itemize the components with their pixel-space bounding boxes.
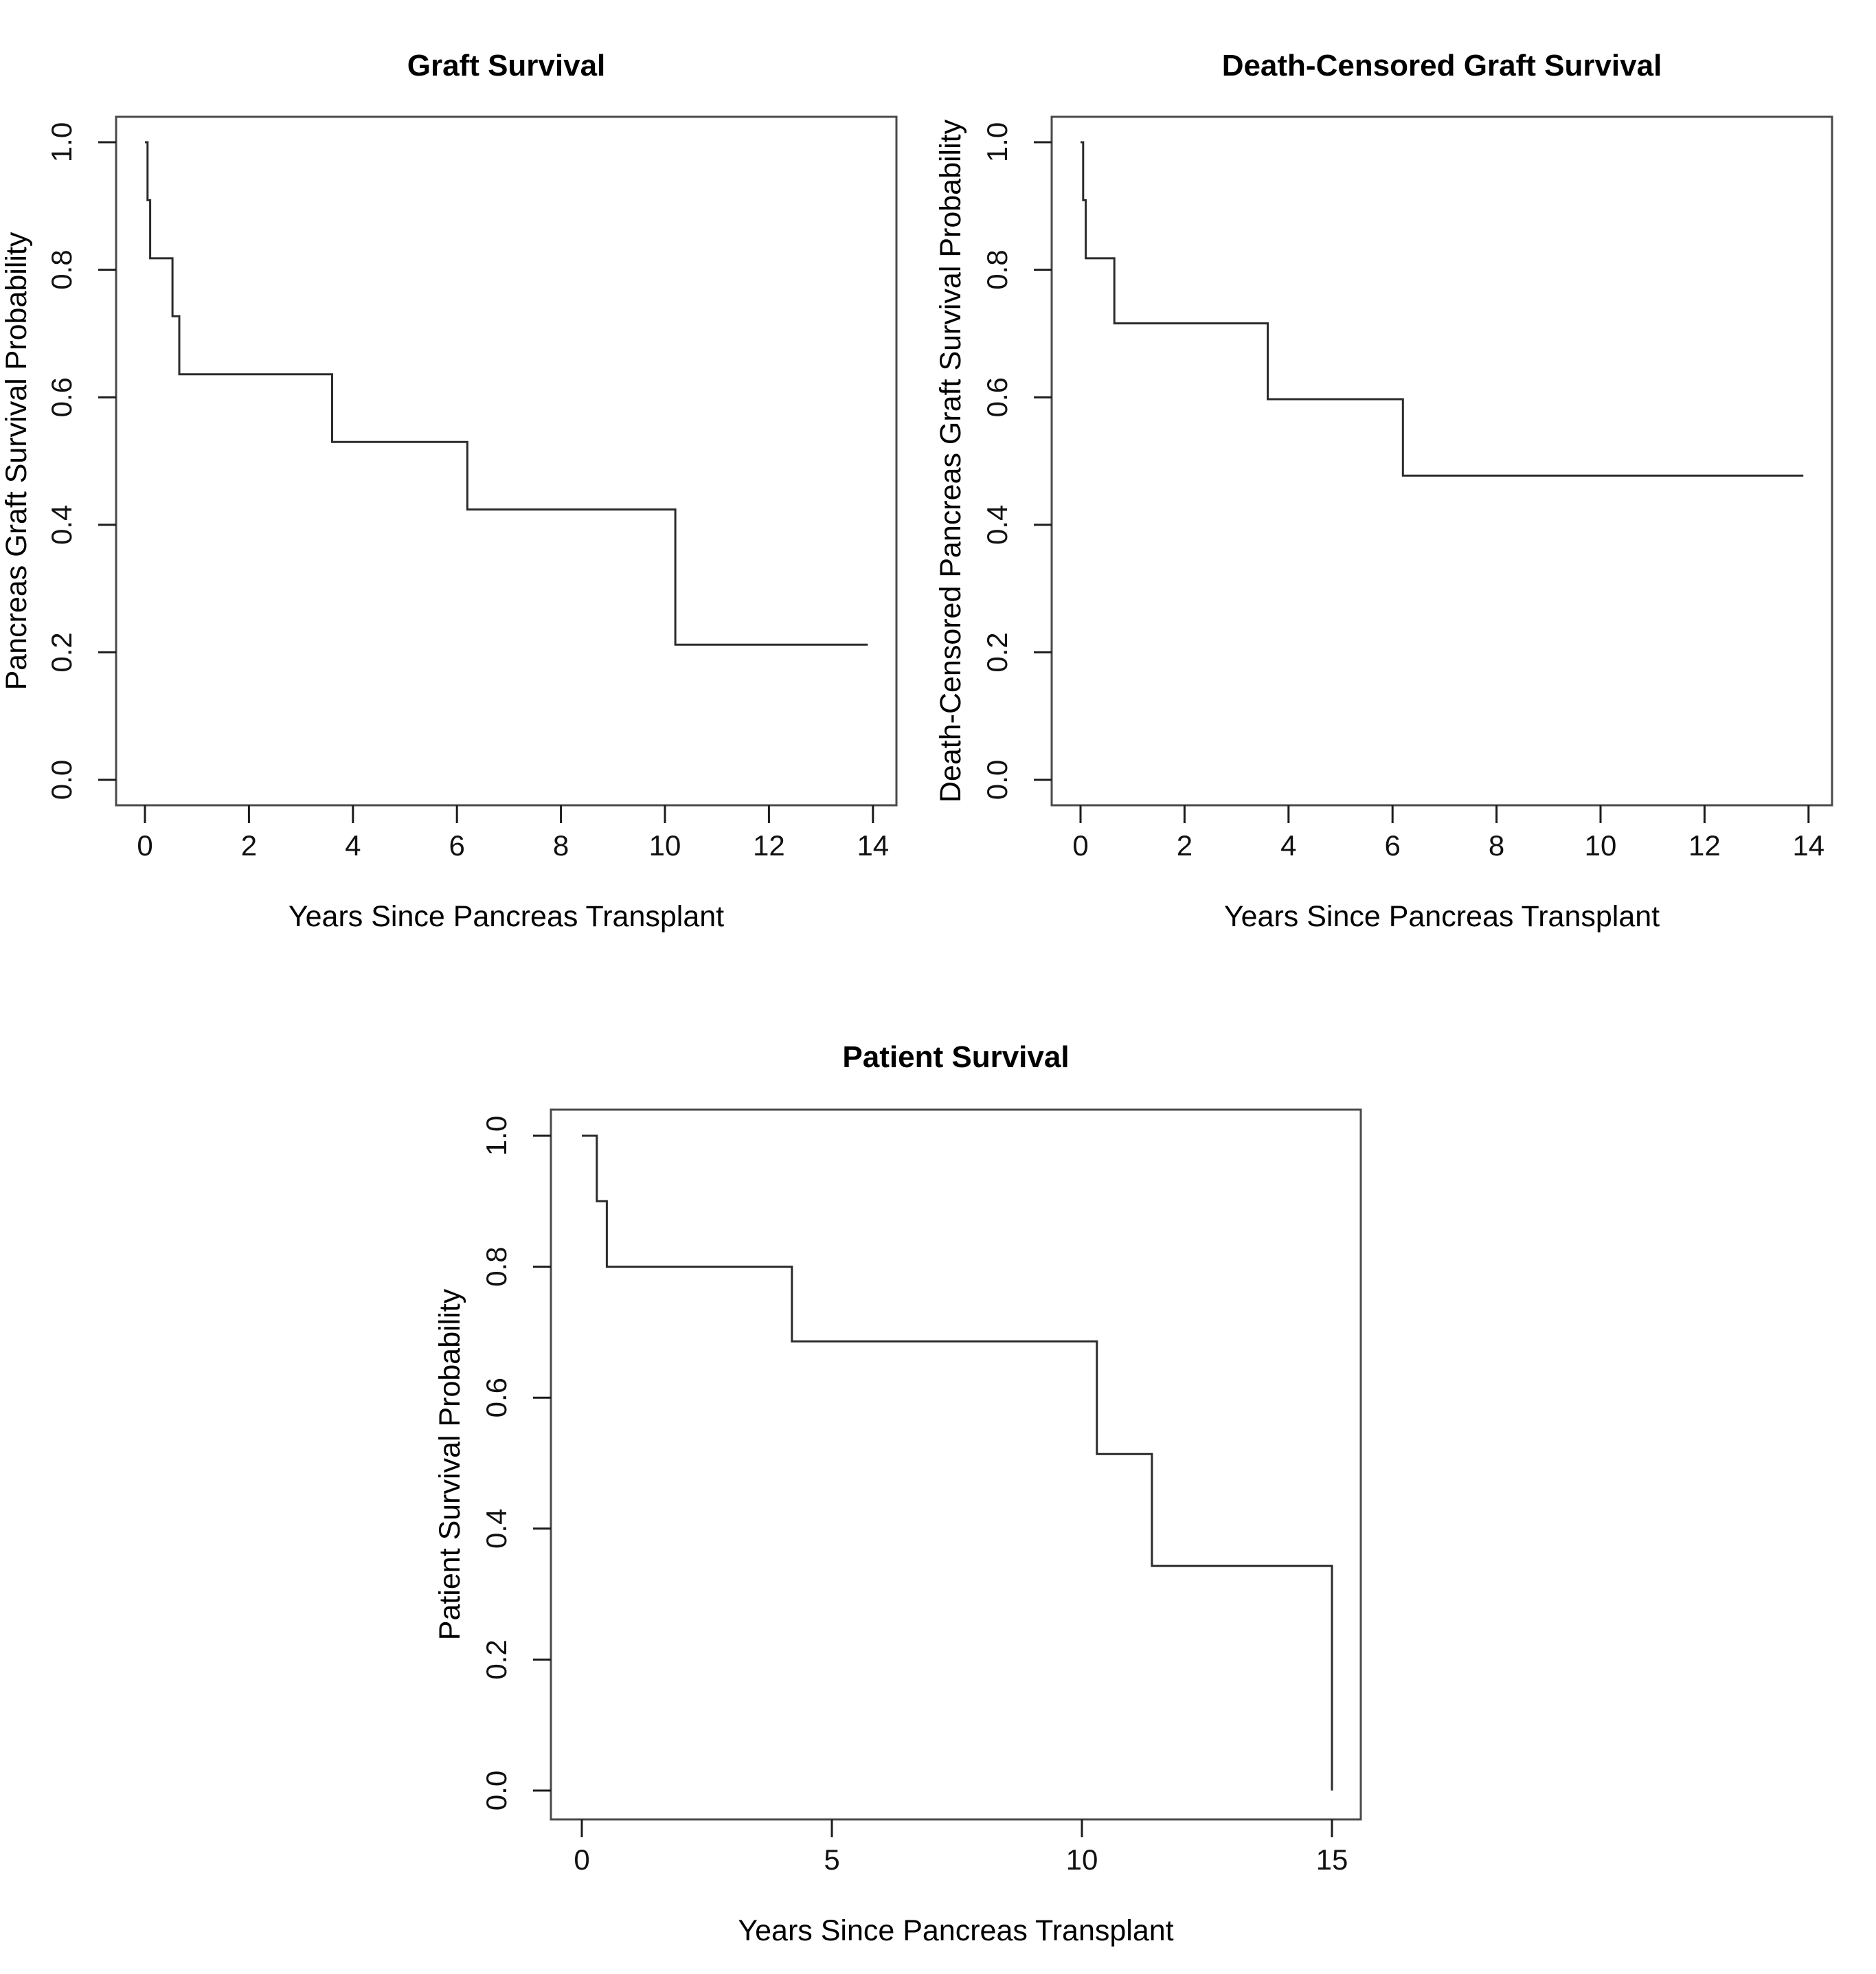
x-tick-label: 2 bbox=[241, 829, 257, 862]
x-tick-label: 5 bbox=[824, 1843, 839, 1876]
x-axis-label: Years Since Pancreas Transplant bbox=[1224, 900, 1660, 933]
plot-box bbox=[550, 1108, 1362, 1821]
x-tick-label: 14 bbox=[857, 829, 889, 862]
y-tick-label: 0.6 bbox=[480, 1378, 512, 1417]
plot-box bbox=[1050, 115, 1833, 807]
y-tick-label: 0.4 bbox=[480, 1509, 512, 1549]
y-tick-label: 0.2 bbox=[480, 1639, 512, 1679]
y-tick-label: 0.6 bbox=[981, 377, 1013, 417]
x-tick-label: 14 bbox=[1792, 829, 1824, 862]
y-tick-label: 1.0 bbox=[981, 122, 1013, 162]
x-tick-label: 15 bbox=[1316, 1843, 1348, 1876]
x-tick-label: 0 bbox=[574, 1843, 589, 1876]
survival-step-curve bbox=[582, 1134, 1333, 1791]
survival-step-curve bbox=[1081, 141, 1804, 477]
x-axis-label: Years Since Pancreas Transplant bbox=[289, 900, 724, 933]
y-tick-label: 0.0 bbox=[480, 1771, 512, 1810]
x-tick-label: 8 bbox=[1489, 829, 1504, 862]
x-tick-label: 8 bbox=[553, 829, 569, 862]
y-axis-label: Pancreas Graft Survival Probability bbox=[0, 232, 33, 690]
y-axis-label: Patient Survival Probability bbox=[433, 1288, 466, 1640]
y-axis-label: Death-Censored Pancreas Graft Survival P… bbox=[934, 119, 967, 803]
y-tick-label: 0.6 bbox=[45, 377, 78, 417]
y-tick-label: 0.4 bbox=[45, 505, 78, 545]
plot-death-censored-graft-survival: Death-Censored Graft Survival 0 2 4 6 8 10 12 14… bbox=[934, 49, 1833, 933]
y-tick-label: 0.4 bbox=[981, 505, 1013, 545]
y-tick-label: 0.0 bbox=[981, 760, 1013, 800]
y-tick-label: 0.2 bbox=[45, 632, 78, 672]
survival-step-curve bbox=[145, 141, 868, 646]
y-tick-label: 0.8 bbox=[480, 1246, 512, 1286]
x-tick-label: 10 bbox=[1585, 829, 1617, 862]
x-axis-label: Years Since Pancreas Transplant bbox=[738, 1914, 1173, 1947]
x-tick-label: 0 bbox=[1072, 829, 1088, 862]
plot-title: Death-Censored Graft Survival bbox=[1222, 49, 1662, 82]
y-tick-label: 1.0 bbox=[45, 122, 78, 162]
y-tick-label: 0.8 bbox=[981, 249, 1013, 289]
plot-box bbox=[115, 115, 898, 807]
x-tick-label: 2 bbox=[1177, 829, 1193, 862]
plot-title: Graft Survival bbox=[407, 49, 606, 82]
x-tick-label: 12 bbox=[1688, 829, 1721, 862]
y-tick-label: 0.2 bbox=[981, 632, 1013, 672]
plot-graft-survival: Graft Survival 0 2 4 6 8 10 12 14 0.0 0.2 0.4 0.6 0.8… bbox=[0, 49, 898, 933]
y-tick-label: 1.0 bbox=[480, 1116, 512, 1156]
y-tick-label: 0.8 bbox=[45, 249, 78, 289]
x-tick-label: 6 bbox=[1385, 829, 1401, 862]
x-tick-label: 10 bbox=[649, 829, 681, 862]
x-tick-label: 6 bbox=[449, 829, 465, 862]
x-tick-label: 4 bbox=[345, 829, 361, 862]
plot-patient-survival: Patient Survival 0 5 10 15 0.0 0.2 0.4 0.6 0.8 1.0… bbox=[433, 1040, 1362, 1947]
x-tick-label: 0 bbox=[137, 829, 152, 862]
y-tick-label: 0.0 bbox=[45, 760, 78, 800]
x-tick-label: 4 bbox=[1280, 829, 1296, 862]
x-tick-label: 12 bbox=[753, 829, 785, 862]
plot-title: Patient Survival bbox=[842, 1040, 1069, 1074]
x-tick-label: 10 bbox=[1066, 1843, 1098, 1876]
